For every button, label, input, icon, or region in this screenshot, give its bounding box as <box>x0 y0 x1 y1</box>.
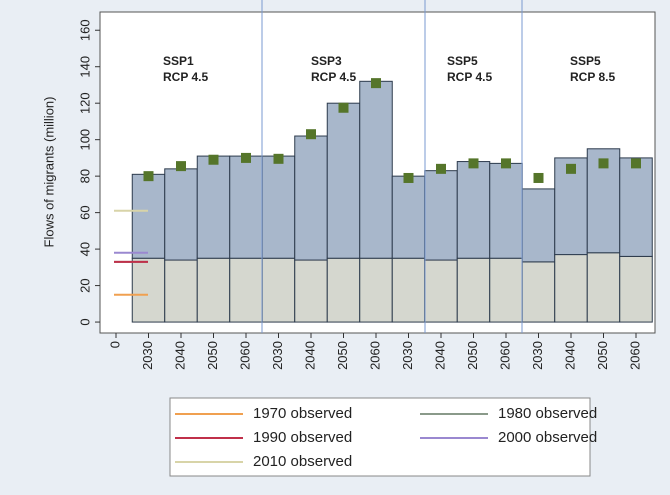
bar-base <box>554 254 588 323</box>
legend-label: 2000 observed <box>498 429 597 446</box>
legend-label: 1990 observed <box>253 429 352 446</box>
marker <box>403 172 414 183</box>
x-tick-label: 2030 <box>270 341 285 370</box>
marker <box>501 158 511 169</box>
x-tick-label: 2050 <box>205 341 220 370</box>
x-tick-label: 2040 <box>562 341 577 370</box>
legend-label: 1970 observed <box>253 405 352 422</box>
x-tick-label: 2060 <box>627 341 642 370</box>
y-tick-label: 100 <box>77 129 92 151</box>
x-tick-label: 2060 <box>237 341 252 370</box>
x-tick-label: 2030 <box>530 341 545 370</box>
bar-top <box>164 168 198 261</box>
bar-base <box>164 259 198 323</box>
x-tick-label: 0 <box>107 341 122 348</box>
panel-label: RCP 4.5 <box>163 70 208 84</box>
y-tick-label: 160 <box>77 19 92 41</box>
marker <box>143 171 154 182</box>
bar-base <box>391 257 426 323</box>
bar-top <box>489 162 523 259</box>
bar-base <box>294 259 328 323</box>
bar-top <box>391 175 426 259</box>
marker <box>598 158 609 169</box>
x-tick-label: 2040 <box>172 341 187 370</box>
bar-base <box>521 261 556 323</box>
bar-top <box>359 80 393 259</box>
panel-label: RCP 4.5 <box>447 70 492 84</box>
y-axis-label: Flows of migrants (million) <box>41 97 56 248</box>
bar-top <box>326 102 361 259</box>
marker <box>566 163 576 174</box>
x-tick-label: 2060 <box>367 341 382 370</box>
y-tick-label: 60 <box>77 205 92 219</box>
bar-top <box>619 157 653 257</box>
y-tick-label: 140 <box>77 56 92 78</box>
marker <box>273 153 284 164</box>
y-tick-label: 80 <box>77 169 92 183</box>
bar-base <box>261 257 296 323</box>
bar-base <box>586 252 621 323</box>
bar-top <box>294 135 328 261</box>
bar-base <box>424 259 458 323</box>
marker <box>306 129 316 140</box>
legend-label: 1980 observed <box>498 405 597 422</box>
x-tick-label: 2060 <box>497 341 512 370</box>
x-tick-label: 2050 <box>335 341 350 370</box>
panel-label: SSP1 <box>163 54 194 68</box>
marker <box>338 102 349 113</box>
y-tick-label: 20 <box>77 278 92 292</box>
bar-top <box>554 157 588 256</box>
bar-base <box>456 257 491 323</box>
marker <box>241 152 251 163</box>
bar-base <box>359 257 393 323</box>
bar-base <box>229 257 263 323</box>
y-tick-label: 40 <box>77 242 92 256</box>
bar-top <box>229 155 263 259</box>
panel-label: SSP3 <box>311 54 342 68</box>
bar-base <box>489 257 523 323</box>
y-tick-label: 120 <box>77 92 92 114</box>
legend-label: 2010 observed <box>253 453 352 470</box>
marker <box>436 163 446 174</box>
marker <box>631 158 641 169</box>
bar-base <box>196 257 231 323</box>
panel-label: SSP5 <box>570 54 601 68</box>
y-tick-label: 0 <box>77 318 92 325</box>
x-tick-label: 2050 <box>595 341 610 370</box>
bar-top <box>521 188 556 263</box>
bar-top <box>131 173 166 259</box>
bar-top <box>261 155 296 259</box>
marker <box>371 78 381 89</box>
marker <box>468 158 479 169</box>
bar-base <box>619 255 653 323</box>
bar-top <box>424 170 458 261</box>
marker <box>176 161 186 172</box>
x-tick-label: 2040 <box>432 341 447 370</box>
x-tick-label: 2040 <box>302 341 317 370</box>
marker <box>208 154 219 165</box>
x-tick-label: 2030 <box>400 341 415 370</box>
panel-label: RCP 4.5 <box>311 70 356 84</box>
x-tick-label: 2050 <box>465 341 480 370</box>
bar-base <box>326 257 361 323</box>
panel-label: SSP5 <box>447 54 478 68</box>
bar-top <box>456 161 491 259</box>
bar-top <box>196 155 231 259</box>
panel-label: RCP 8.5 <box>570 70 615 84</box>
x-tick-label: 2030 <box>140 341 155 370</box>
bar-base <box>131 257 166 323</box>
marker <box>533 172 544 183</box>
